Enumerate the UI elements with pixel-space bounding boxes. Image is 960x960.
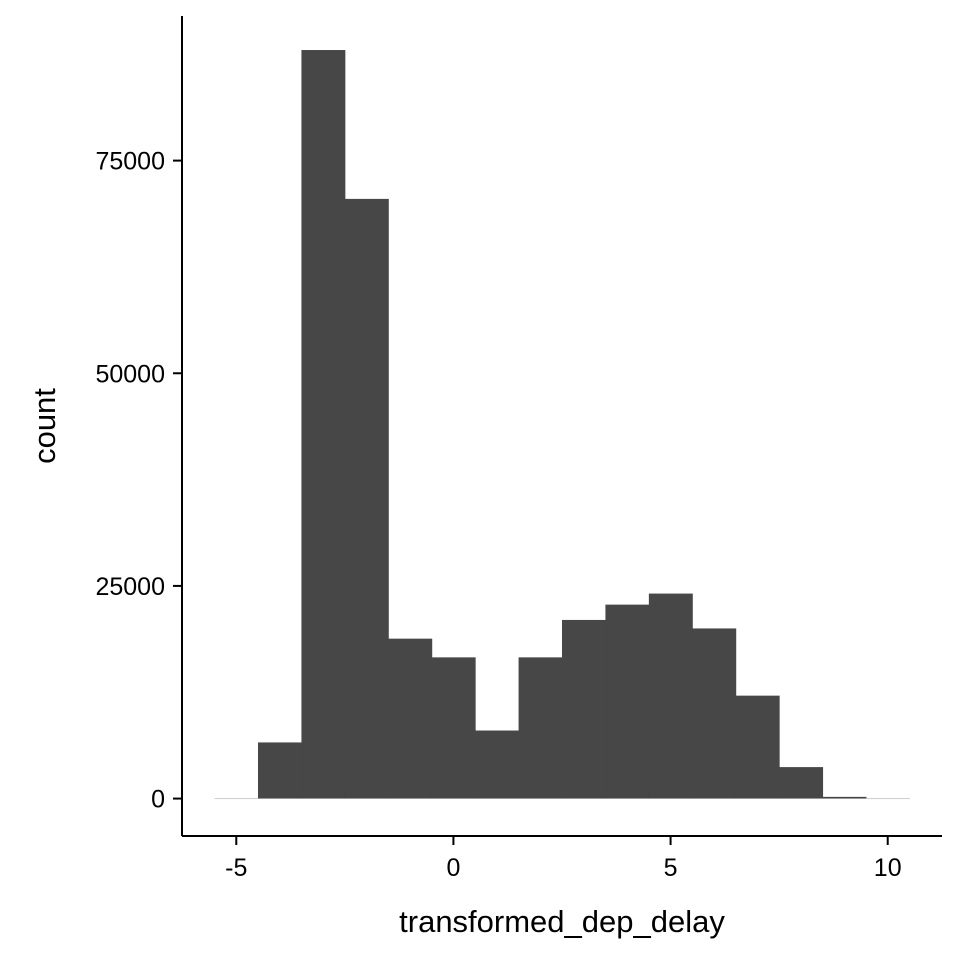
histogram-bar (822, 796, 867, 799)
x-tick-label: 0 (446, 854, 460, 882)
histogram-bar (258, 742, 302, 799)
histogram-bar (475, 730, 520, 799)
histogram-bar (431, 657, 476, 799)
x-axis-ticks: -5 0 5 10 (225, 836, 902, 882)
histogram-bars (214, 50, 910, 800)
x-tick-label: 5 (664, 854, 678, 882)
y-tick-label: 50000 (95, 360, 165, 388)
histogram-bar (779, 767, 824, 799)
y-tick-label: 75000 (95, 148, 165, 176)
histogram-bar (692, 628, 737, 799)
histogram-bar (735, 695, 780, 799)
y-tick-label: 0 (151, 786, 165, 814)
histogram-bar (562, 619, 606, 799)
histogram-bar (214, 798, 259, 800)
histogram-bar (866, 798, 910, 800)
histogram-bar (605, 604, 650, 799)
histogram-bar (388, 638, 433, 799)
histogram-bar (648, 593, 693, 799)
y-axis-ticks: 0 25000 50000 75000 (95, 148, 182, 814)
x-axis-title: transformed_dep_delay (399, 904, 725, 939)
histogram-bar (518, 657, 563, 799)
x-tick-label: -5 (225, 854, 247, 882)
y-tick-label: 25000 (95, 573, 165, 601)
histogram-bar (301, 50, 346, 799)
x-tick-label: 10 (874, 854, 902, 882)
y-axis-title: count (27, 388, 62, 464)
histogram-bar (344, 198, 389, 799)
